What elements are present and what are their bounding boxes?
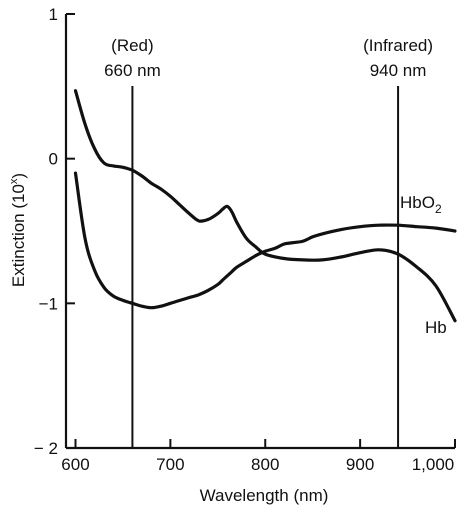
x-tick-label: 1,000 <box>412 455 455 474</box>
y-axis-title: Extinction (10x) <box>8 173 28 287</box>
y-tick-label: − 2 <box>34 439 58 458</box>
marker-label-bottom: 940 nm <box>370 61 427 80</box>
y-tick-label: 0 <box>49 150 58 169</box>
series-label-hbo2-subscript: 2 <box>435 202 442 216</box>
series-line-hbo2 <box>73 171 457 310</box>
x-axis-title: Wavelength (nm) <box>200 486 329 505</box>
x-tick-label: 700 <box>156 455 184 474</box>
marker-label-top: (Red) <box>111 36 154 55</box>
x-tick-label: 800 <box>251 455 279 474</box>
series-line-hb <box>73 89 457 323</box>
x-tick-label: 900 <box>346 455 374 474</box>
y-axis-title-main: Extinction (10 <box>9 184 28 287</box>
y-tick-label: −1 <box>39 294 58 313</box>
series-label-hbo2: HbO2 <box>400 193 442 216</box>
y-tick-label: 1 <box>49 5 58 24</box>
series-label-hb: Hb <box>425 318 447 337</box>
marker-label-top: (Infrared) <box>363 36 433 55</box>
y-axis-title-superscript: x <box>8 178 20 184</box>
x-tick-label: 600 <box>61 455 89 474</box>
series-label-hbo2-name: HbO <box>400 193 435 212</box>
y-axis-title-close: ) <box>9 173 28 179</box>
marker-label-bottom: 660 nm <box>104 61 161 80</box>
